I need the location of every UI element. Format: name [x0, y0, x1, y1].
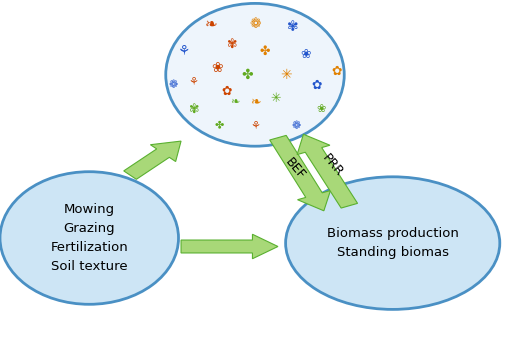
- Text: ✾: ✾: [287, 20, 298, 34]
- Text: ❧: ❧: [230, 97, 239, 107]
- Ellipse shape: [165, 3, 344, 146]
- FancyArrow shape: [269, 135, 330, 211]
- Text: PRR: PRR: [319, 152, 345, 179]
- Text: ⚘: ⚘: [249, 121, 260, 131]
- FancyArrow shape: [297, 134, 357, 208]
- Text: ❁: ❁: [168, 80, 178, 90]
- Text: ❀: ❀: [316, 104, 325, 114]
- Text: ✳: ✳: [279, 68, 291, 82]
- Text: ❁: ❁: [249, 17, 260, 31]
- Text: ✿: ✿: [221, 85, 232, 98]
- Text: ⚘: ⚘: [188, 76, 199, 87]
- Text: ✤: ✤: [260, 45, 270, 57]
- Text: ✤: ✤: [241, 68, 252, 82]
- Text: ❧: ❧: [249, 96, 260, 108]
- FancyArrow shape: [124, 141, 181, 179]
- Text: ✾: ✾: [227, 38, 237, 51]
- Text: ⚘: ⚘: [177, 44, 189, 58]
- Text: ❧: ❧: [205, 16, 218, 31]
- Text: ❀: ❀: [300, 48, 310, 61]
- Text: ❀: ❀: [211, 61, 222, 75]
- Text: ❁: ❁: [291, 121, 300, 131]
- Text: ✿: ✿: [310, 79, 321, 91]
- FancyArrow shape: [181, 234, 277, 259]
- Text: ✿: ✿: [331, 65, 341, 78]
- Text: ✳: ✳: [270, 92, 280, 105]
- Text: ✾: ✾: [188, 102, 199, 115]
- Ellipse shape: [0, 172, 178, 304]
- Text: Biomass production
Standing biomas: Biomass production Standing biomas: [326, 227, 458, 259]
- Ellipse shape: [285, 177, 499, 309]
- Text: ✤: ✤: [214, 121, 223, 131]
- Text: BEF: BEF: [281, 155, 307, 182]
- Text: Mowing
Grazing
Fertilization
Soil texture: Mowing Grazing Fertilization Soil textur…: [50, 203, 128, 273]
